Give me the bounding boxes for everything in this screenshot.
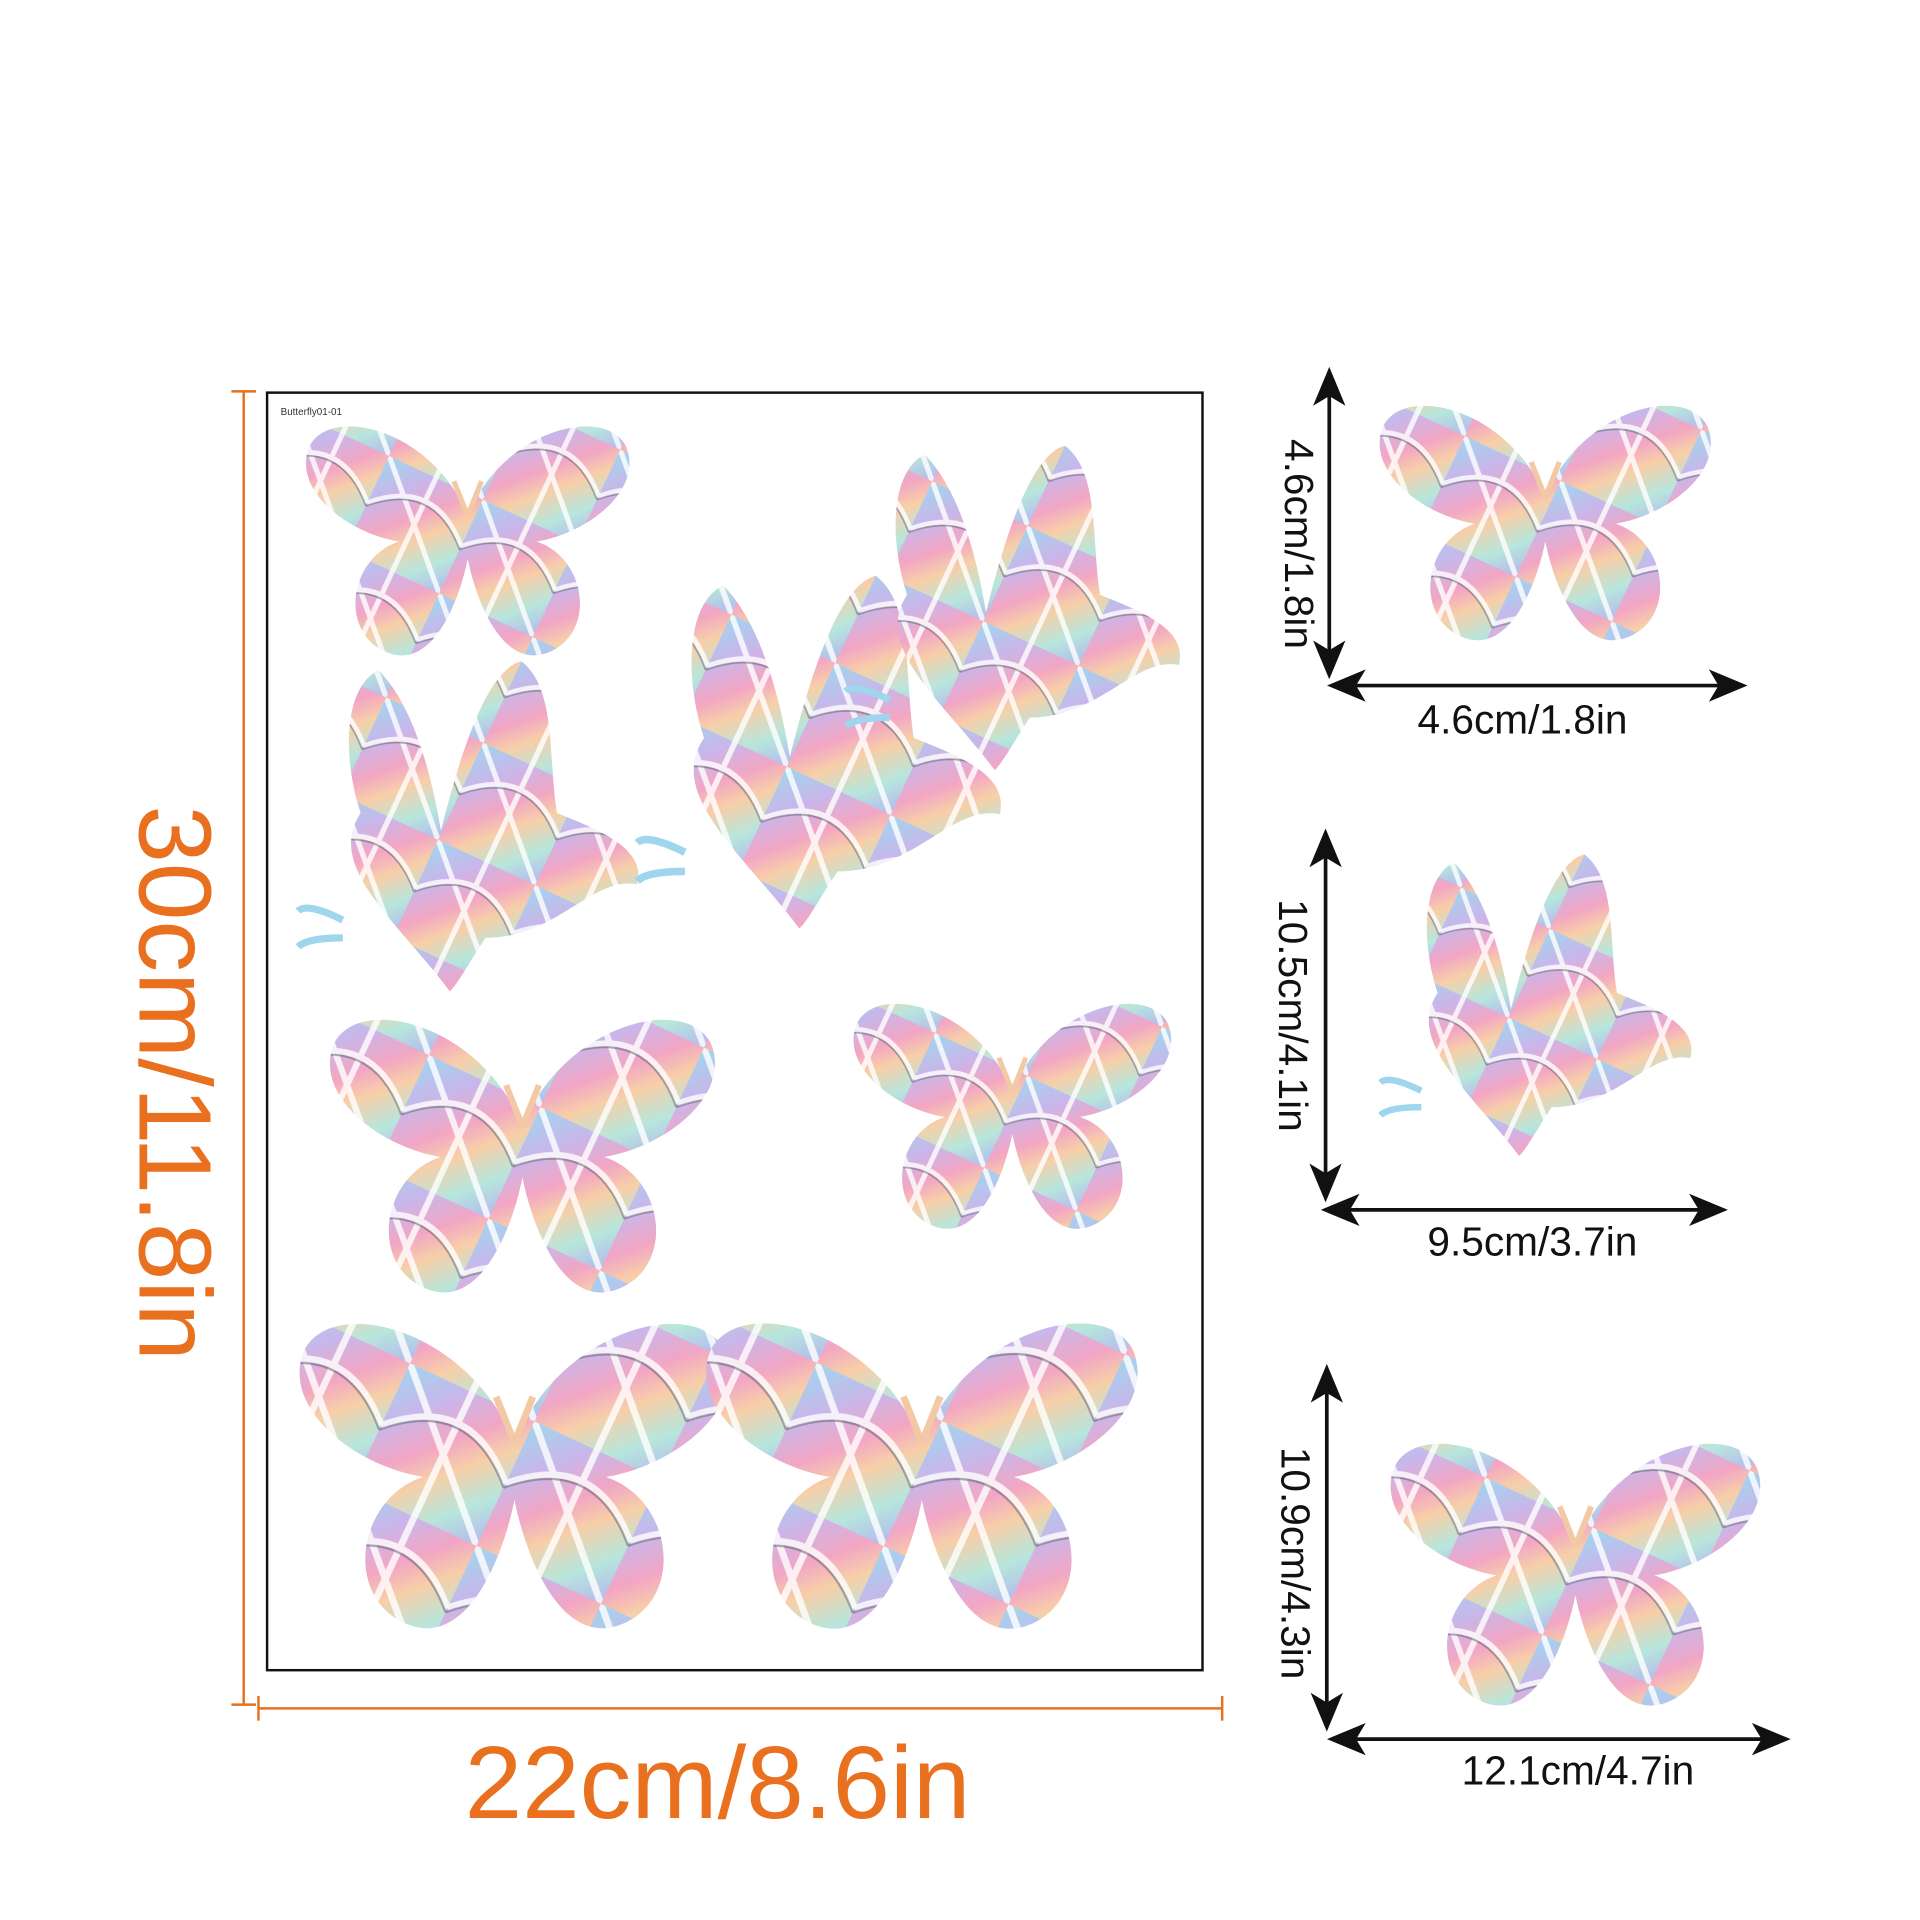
sample-butterfly-2	[1380, 854, 1691, 1156]
sample-1-height-label: 4.6cm/1.8in	[1276, 439, 1322, 649]
sample-butterfly-1	[1380, 406, 1711, 641]
sample-3-height-label: 10.9cm/4.3in	[1272, 1446, 1319, 1680]
sample-2-width-label: 9.5cm/3.7in	[1427, 1218, 1638, 1265]
sheet-height-label: 30cm/11.8in	[117, 805, 234, 1361]
sample-3-width-label: 12.1cm/4.7in	[1461, 1747, 1695, 1794]
sticker-sheet: Butterfly01-01	[265, 391, 1204, 1672]
sheet-width-label: 22cm/8.6in	[464, 1724, 971, 1841]
sample-1-width-label: 4.6cm/1.8in	[1417, 696, 1628, 743]
sample-2-height-label: 10.5cm/4.1in	[1270, 899, 1316, 1132]
sheet-dimension-lines	[231, 390, 1224, 1721]
sample-butterfly-3	[1391, 1444, 1761, 1706]
sheet-label: Butterfly01-01	[280, 406, 342, 418]
sample-dimension-arrows	[1309, 366, 1791, 1756]
